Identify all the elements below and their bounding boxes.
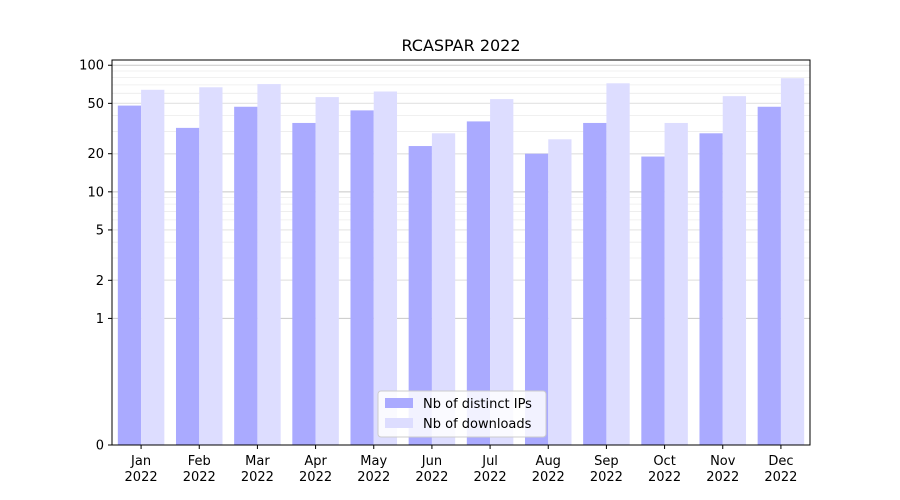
x-tick-label: Jun 2022 — [415, 454, 448, 485]
bar-distinct-ips — [583, 122, 607, 445]
x-tick-label: May 2022 — [357, 454, 390, 485]
x-tick-label: Jan 2022 — [125, 454, 158, 485]
legend-box — [377, 390, 547, 438]
x-tick-label: Jul 2022 — [474, 454, 507, 485]
legend-label: Nb of distinct IPs — [423, 397, 532, 412]
y-tick-label: 50 — [87, 97, 104, 112]
bar-downloads — [315, 97, 339, 446]
bar-downloads — [199, 87, 223, 445]
bar-distinct-ips — [466, 121, 491, 445]
bar-downloads — [722, 96, 747, 446]
x-tick-label: Aug 2022 — [532, 454, 565, 485]
bar-downloads — [548, 139, 572, 445]
y-tick-label: 0 — [96, 439, 104, 454]
bar-downloads — [490, 99, 514, 445]
x-tick-label: Nov 2022 — [706, 454, 739, 485]
bar-distinct-ips — [408, 146, 432, 445]
bar-downloads — [141, 89, 165, 445]
legend: Nb of distinct IPs Nb of downloads — [377, 390, 547, 438]
y-tick-label: 5 — [96, 223, 104, 238]
x-tick-label: Feb 2022 — [183, 454, 216, 485]
bar-distinct-ips — [175, 127, 200, 445]
bar-distinct-ips — [757, 106, 781, 445]
bar-downloads — [606, 83, 630, 445]
bar-distinct-ips — [234, 106, 258, 445]
bar-distinct-ips — [350, 110, 374, 445]
bar-distinct-ips — [641, 156, 665, 446]
y-tick-label: 100 — [79, 59, 104, 74]
y-tick-label: 2 — [96, 274, 104, 289]
legend-swatch — [385, 398, 413, 408]
bar-downloads — [373, 91, 398, 445]
bar-distinct-ips — [292, 122, 316, 445]
axis-ticks: 0 1 2 5 10 20 50 100 Jan 2022 Feb 2022 Mar 2022 Apr 202… — [79, 59, 797, 485]
bar-downloads — [431, 133, 456, 445]
x-tick-label: Sep 2022 — [590, 454, 623, 485]
bars — [117, 78, 805, 446]
plot-frame — [111, 59, 811, 446]
bar-downloads — [780, 78, 805, 445]
x-tick-label: Mar 2022 — [241, 454, 274, 485]
chart-title: RCASPAR 2022 — [401, 36, 520, 55]
legend-label: Nb of downloads — [423, 417, 532, 432]
bar-downloads — [257, 84, 281, 446]
bar-distinct-ips — [117, 105, 142, 446]
y-tick-label: 20 — [87, 147, 104, 162]
bar-downloads — [664, 122, 688, 445]
x-tick-label: Apr 2022 — [299, 454, 332, 485]
x-tick-label: Dec 2022 — [764, 454, 797, 485]
y-tick-label: 10 — [87, 185, 104, 200]
grid-lines — [112, 64, 810, 319]
bar-distinct-ips — [699, 133, 723, 445]
bar-distinct-ips — [524, 153, 549, 446]
x-tick-label: Oct 2022 — [648, 454, 681, 485]
y-tick-label: 1 — [96, 312, 104, 327]
legend-swatch — [385, 418, 413, 428]
